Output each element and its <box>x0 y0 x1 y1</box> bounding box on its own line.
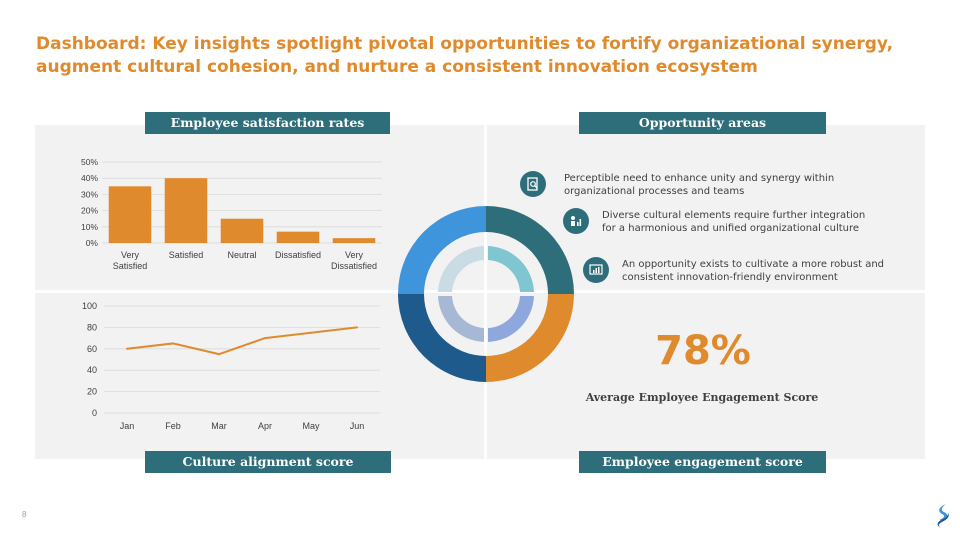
ring-segment-top-left <box>398 206 486 294</box>
y-tick-label: 10% <box>81 222 98 232</box>
center-ring-graphic <box>398 206 574 382</box>
engagement-section-tag: Employee engagement score <box>579 451 826 473</box>
data-point <box>264 337 266 340</box>
data-point <box>172 342 174 345</box>
opportunity-line: for a harmonious and unified organizatio… <box>602 223 860 234</box>
culture-section-tag: Culture alignment score <box>145 451 391 473</box>
y-tick-label: 40% <box>81 173 98 183</box>
data-point <box>356 326 358 329</box>
x-tick-label: Satisfied <box>169 250 204 260</box>
inner-segment-top-right <box>488 246 534 292</box>
y-tick-label: 0 <box>92 408 97 418</box>
opportunity-line: Perceptible need to enhance unity and sy… <box>564 173 835 184</box>
x-tick-label: Neutral <box>227 250 256 260</box>
opportunity-line: organizational processes and teams <box>564 186 745 197</box>
presentation-chart-icon <box>583 257 609 283</box>
opportunity-line: Diverse cultural elements require furthe… <box>602 210 866 221</box>
x-tick-label: Very Dissatisfied <box>331 250 377 271</box>
inner-segment-bottom-right <box>488 296 534 342</box>
x-tick-label: Very Satisfied <box>113 250 148 271</box>
engagement-score-value: 78% <box>655 328 751 374</box>
bar <box>108 186 152 243</box>
x-tick-label: Dissatisfied <box>275 250 321 260</box>
x-tick-label: Mar <box>211 421 227 431</box>
y-tick-label: 100 <box>82 301 97 311</box>
data-point <box>126 347 128 350</box>
y-tick-label: 50% <box>81 157 98 167</box>
y-tick-label: 80 <box>87 322 97 332</box>
bar <box>332 238 376 243</box>
y-tick-label: 40 <box>87 365 97 375</box>
bar <box>276 231 320 243</box>
opportunity-section-tag: Opportunity areas <box>579 112 826 134</box>
x-tick-label: Apr <box>258 421 272 431</box>
company-logo-icon <box>937 504 949 528</box>
inner-segment-bottom-left <box>438 296 484 342</box>
data-point <box>310 331 312 334</box>
y-tick-label: 30% <box>81 189 98 199</box>
satisfaction-bar-chart: 0% 10% 20% 30% 40% 50% Very Satisfied Satisfied N… <box>81 157 382 271</box>
ring-segment-bottom-left <box>398 294 486 382</box>
ring-segment-top-right <box>486 206 574 294</box>
page-number: 8 <box>22 510 27 519</box>
series-line <box>126 326 358 356</box>
culture-line-chart: 0 20 40 60 80 100 Jan Feb Mar Apr May Jun <box>82 301 380 431</box>
x-tick-label: Jan <box>120 421 135 431</box>
opportunity-item-1: Perceptible need to enhance unity and sy… <box>564 172 834 198</box>
opportunity-line: An opportunity exists to cultivate a mor… <box>622 259 885 270</box>
opportunity-item-2: Diverse cultural elements require furthe… <box>602 209 865 235</box>
document-magnify-icon <box>520 171 546 197</box>
people-chart-icon <box>563 208 589 234</box>
inner-segment-top-left <box>438 246 484 292</box>
bar <box>164 178 208 243</box>
x-tick-label: Feb <box>165 421 181 431</box>
y-tick-label: 0% <box>86 238 99 248</box>
y-tick-label: 20 <box>87 387 97 397</box>
engagement-score-label: Average Employee Engagement Score <box>585 391 819 404</box>
y-tick-label: 20% <box>81 206 98 216</box>
satisfaction-section-tag: Employee satisfaction rates <box>145 112 390 134</box>
ring-segment-bottom-right <box>486 294 574 382</box>
bar <box>220 218 264 243</box>
x-tick-label: Jun <box>350 421 365 431</box>
y-tick-label: 60 <box>87 344 97 354</box>
data-point <box>218 353 220 356</box>
opportunity-item-3: An opportunity exists to cultivate a mor… <box>622 258 884 284</box>
page-title: Dashboard: Key insights spotlight pivota… <box>36 34 894 77</box>
opportunity-line: consistent innovation-friendly environme… <box>622 272 838 283</box>
x-tick-label: May <box>302 421 320 431</box>
